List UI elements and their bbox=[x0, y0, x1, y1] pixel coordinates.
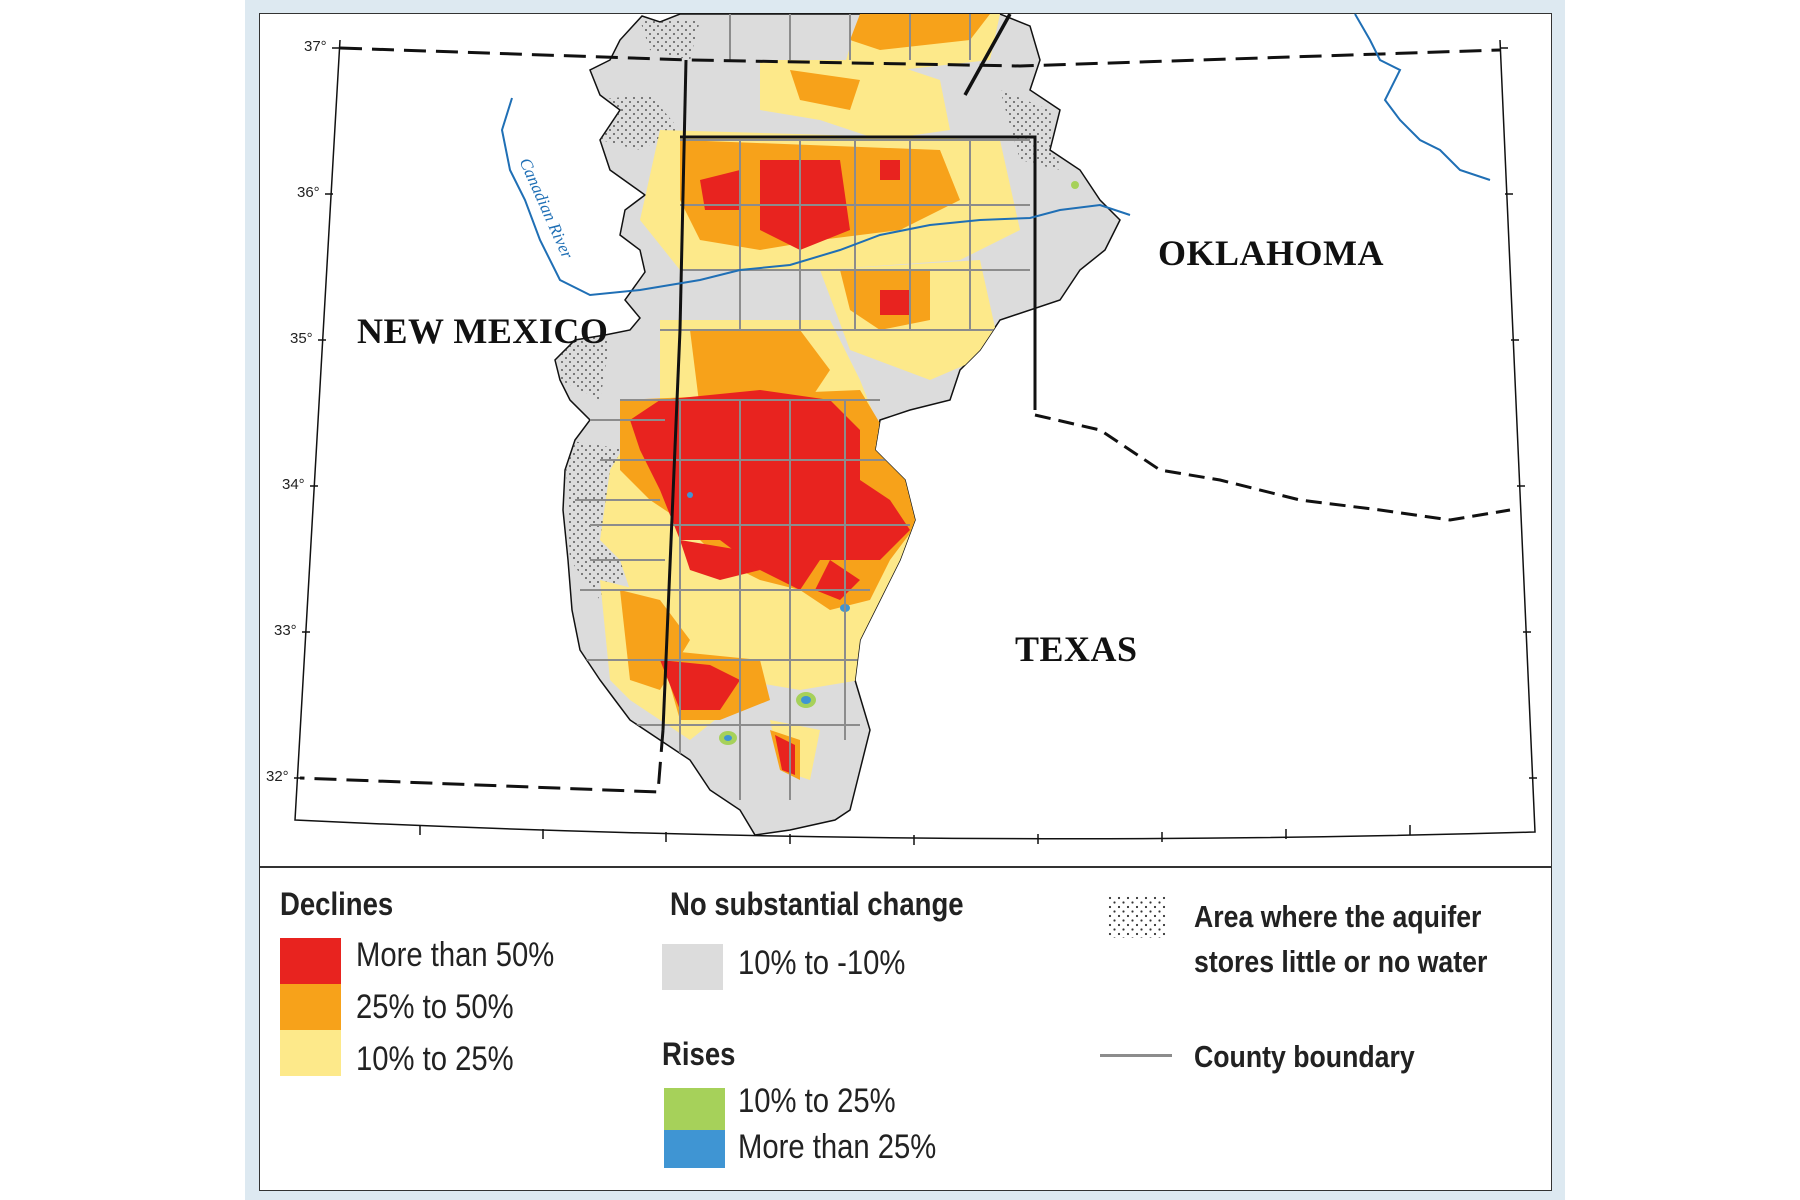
swatch-decline-10-25 bbox=[280, 1030, 341, 1076]
legend-declines-heading: Declines bbox=[280, 886, 394, 922]
legend-decline-over-50: More than 50% bbox=[356, 936, 555, 974]
legend-rises-heading: Rises bbox=[662, 1036, 736, 1072]
map-frame bbox=[294, 39, 1536, 840]
lat-label-37: 37° bbox=[304, 38, 327, 55]
legend-decline-25-50: 25% to 50% bbox=[356, 988, 514, 1026]
legend-no-change: 10% to -10% bbox=[738, 944, 906, 982]
lat-label-33: 33° bbox=[274, 622, 297, 639]
legend-rise-over-25: More than 25% bbox=[738, 1128, 937, 1166]
legend-no-change-heading: No substantial change bbox=[670, 886, 964, 922]
lat-label-34: 34° bbox=[282, 476, 305, 493]
state-boundaries bbox=[299, 13, 1511, 794]
legend-divider bbox=[259, 866, 1552, 868]
north-river bbox=[1354, 13, 1491, 181]
swatch-rise-10-25 bbox=[664, 1088, 725, 1130]
canadian-river bbox=[500, 97, 1131, 297]
rise-areas bbox=[687, 181, 1079, 745]
legend-rise-10-25: 10% to 25% bbox=[738, 1082, 896, 1120]
legend-decline-10-25: 10% to 25% bbox=[356, 1040, 514, 1078]
lat-label-36: 36° bbox=[297, 184, 320, 201]
legend-county-boundary: County boundary bbox=[1194, 1039, 1415, 1074]
swatch-decline-over-50 bbox=[280, 938, 341, 984]
legend-stipple-line2: stores little or no water bbox=[1194, 944, 1488, 979]
legend-stipple-line1: Area where the aquifer bbox=[1194, 899, 1482, 934]
state-label-new-mexico: NEW MEXICO bbox=[357, 311, 609, 351]
swatch-rise-over-25 bbox=[664, 1130, 725, 1168]
swatch-stipple bbox=[1108, 896, 1166, 938]
swatch-decline-25-50 bbox=[280, 984, 341, 1030]
lat-label-32: 32° bbox=[266, 768, 289, 785]
swatch-no-change bbox=[662, 944, 723, 990]
state-label-texas: TEXAS bbox=[1015, 629, 1138, 669]
lat-label-35: 35° bbox=[290, 330, 313, 347]
state-label-oklahoma: OKLAHOMA bbox=[1158, 233, 1384, 273]
map-ticks bbox=[294, 47, 1537, 845]
county-boundaries bbox=[575, 14, 1030, 800]
swatch-county-boundary bbox=[1100, 1054, 1172, 1057]
